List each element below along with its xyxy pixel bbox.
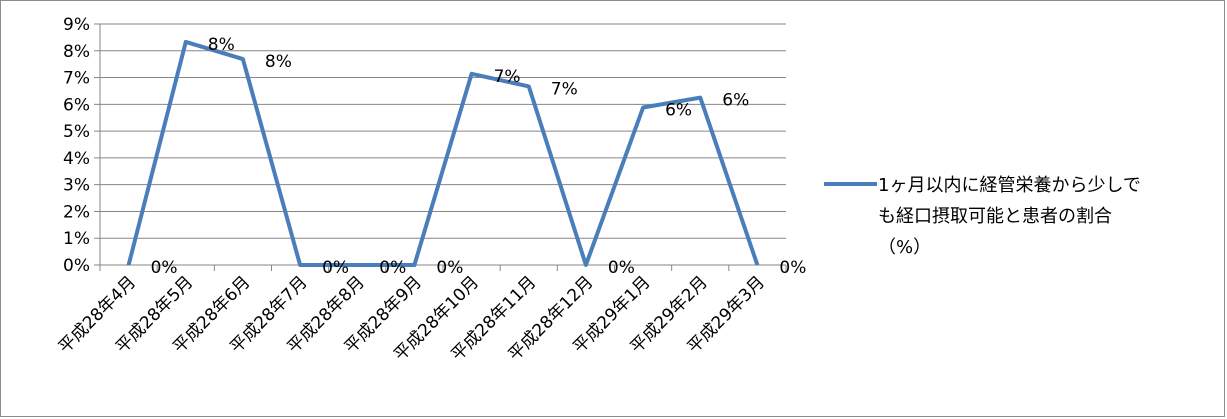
data-label: 8%: [265, 52, 292, 72]
series-layer: [126, 39, 760, 267]
y-tick-label: 3%: [63, 176, 90, 196]
y-tick-label: 0%: [63, 256, 90, 276]
y-tick-label: 7%: [63, 69, 90, 89]
y-tick-label: 4%: [63, 149, 90, 169]
grid-lines: [100, 23, 786, 239]
y-tick-label: 2%: [63, 202, 90, 222]
data-label: 0%: [322, 258, 349, 278]
data-label: 6%: [665, 101, 692, 121]
legend-entry-line-2: も経口摂取可能と患者の割合: [878, 206, 1112, 227]
y-tick-label: 9%: [63, 15, 90, 35]
series-line: [126, 39, 760, 267]
data-label: 0%: [151, 258, 178, 278]
legend: 1ヶ月以内に経管栄養から少しで も経口摂取可能と患者の割合 （%）: [824, 175, 1141, 258]
y-tick-label: 5%: [63, 122, 90, 142]
data-label: 0%: [779, 258, 806, 278]
y-tick-label: 1%: [63, 229, 90, 249]
y-tick-label: 8%: [63, 42, 90, 62]
data-label: 0%: [608, 258, 635, 278]
data-label: 7%: [494, 67, 521, 87]
legend-entry-line-1: 1ヶ月以内に経管栄養から少しで: [878, 175, 1141, 196]
data-label: 0%: [379, 258, 406, 278]
data-label: 7%: [551, 79, 578, 99]
legend-entry-line-3: （%）: [878, 237, 931, 258]
data-label: 6%: [722, 91, 749, 111]
axes: 0%1%2%3%4%5%6%7%8%9%平成28年4月平成28年5月平成28年6…: [55, 15, 787, 365]
data-labels: 0% 8% 8% 0% 0% 0% 7% 7% 0% 6% 6% 0%: [151, 35, 807, 278]
data-label: 0%: [436, 258, 463, 278]
y-tick-label: 6%: [63, 95, 90, 115]
data-label: 8%: [208, 35, 235, 55]
